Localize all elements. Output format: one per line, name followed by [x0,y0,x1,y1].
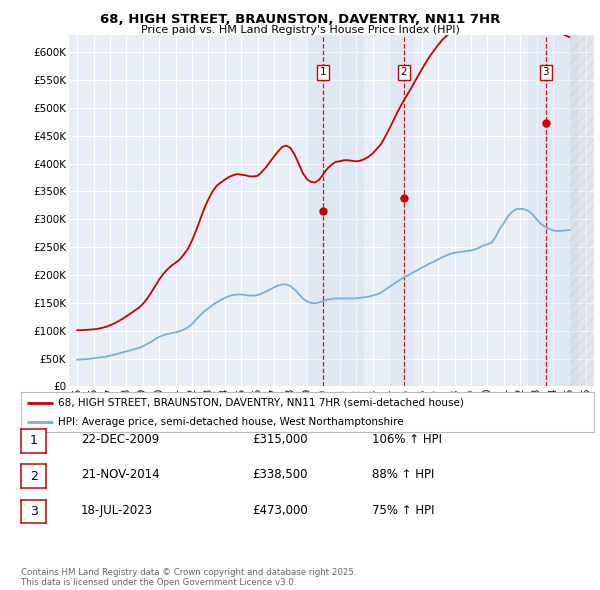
Text: 1: 1 [29,434,38,447]
Text: £315,000: £315,000 [252,433,308,446]
Text: 2: 2 [29,470,38,483]
Text: £473,000: £473,000 [252,504,308,517]
Text: 1: 1 [319,67,326,77]
Text: 3: 3 [29,505,38,518]
Bar [569,35,594,386]
Text: £338,500: £338,500 [252,468,308,481]
Text: 75% ↑ HPI: 75% ↑ HPI [372,504,434,517]
Text: 88% ↑ HPI: 88% ↑ HPI [372,468,434,481]
Text: HPI: Average price, semi-detached house, West Northamptonshire: HPI: Average price, semi-detached house,… [58,417,404,427]
Bar [307,35,364,386]
Text: 22-DEC-2009: 22-DEC-2009 [81,433,159,446]
Text: 2: 2 [400,67,407,77]
Text: 68, HIGH STREET, BRAUNSTON, DAVENTRY, NN11 7HR: 68, HIGH STREET, BRAUNSTON, DAVENTRY, NN… [100,13,500,26]
Text: Price paid vs. HM Land Registry's House Price Index (HPI): Price paid vs. HM Land Registry's House … [140,25,460,35]
Bar [529,35,578,386]
Text: 3: 3 [542,67,549,77]
Text: Contains HM Land Registry data © Crown copyright and database right 2025.
This d: Contains HM Land Registry data © Crown c… [21,568,356,587]
Text: 106% ↑ HPI: 106% ↑ HPI [372,433,442,446]
Bar [389,35,413,386]
Text: 68, HIGH STREET, BRAUNSTON, DAVENTRY, NN11 7HR (semi-detached house): 68, HIGH STREET, BRAUNSTON, DAVENTRY, NN… [58,398,464,408]
Bar [569,35,594,386]
Text: 18-JUL-2023: 18-JUL-2023 [81,504,153,517]
Text: 21-NOV-2014: 21-NOV-2014 [81,468,160,481]
